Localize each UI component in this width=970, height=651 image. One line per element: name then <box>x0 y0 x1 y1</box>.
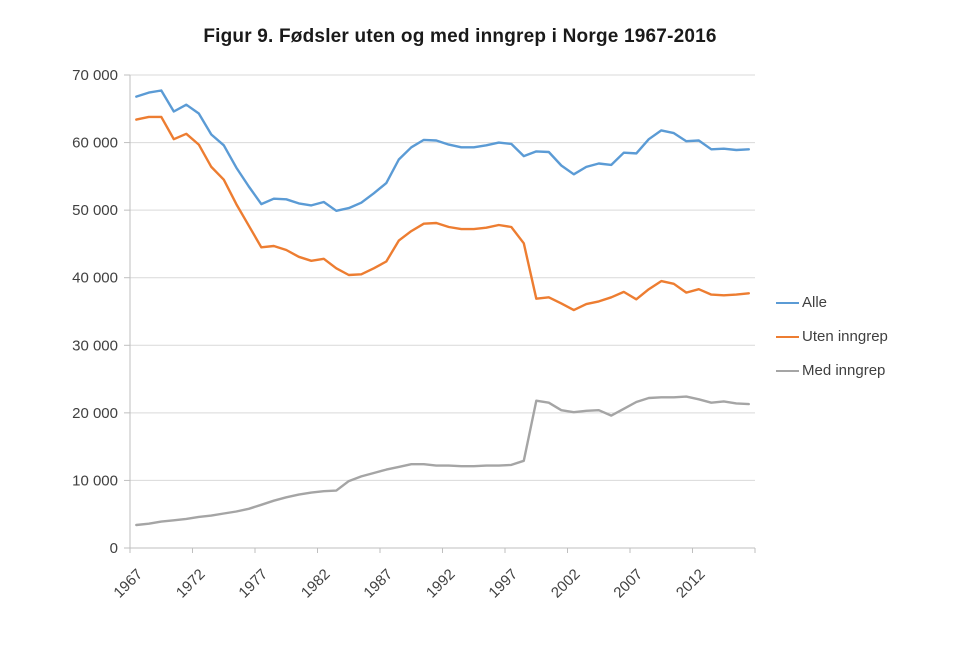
legend-line-swatch-uten-inngrep <box>776 335 799 338</box>
y-axis-tick-label: 0 <box>110 540 118 557</box>
y-axis-tick-label: 70 000 <box>72 67 118 84</box>
legend-line-swatch-med-inngrep <box>776 369 799 372</box>
x-axis-tick-label: 1972 <box>173 566 209 602</box>
series-line-alle <box>135 89 750 213</box>
y-axis-tick-label: 20 000 <box>72 405 118 422</box>
series-line-med-inngrep <box>135 395 750 527</box>
legend-label-alle: Alle <box>802 294 828 311</box>
series-line-uten-inngrep <box>135 115 750 312</box>
x-axis-tick-label: 1987 <box>360 566 396 602</box>
x-axis-tick-label: 1977 <box>235 566 271 602</box>
legend-item-med-inngrep: Med inngrep <box>776 360 888 381</box>
x-axis-tick-label: 1982 <box>298 566 334 602</box>
x-axis-tick-label: 2002 <box>548 566 584 602</box>
legend-item-uten-inngrep: Uten inngrep <box>776 326 888 347</box>
x-axis-tick-label: 1997 <box>485 566 521 602</box>
y-axis-tick-label: 40 000 <box>72 270 118 287</box>
legend-item-alle: Alle <box>776 292 888 313</box>
chart-title: Figur 9. Fødsler uten og med inngrep i N… <box>203 26 717 47</box>
legend-label-uten-inngrep: Uten inngrep <box>802 328 888 345</box>
y-axis-tick-label: 50 000 <box>72 202 118 219</box>
y-axis-tick-label: 10 000 <box>72 472 118 489</box>
x-axis-tick-label: 1992 <box>423 566 459 602</box>
x-axis-tick-label: 2012 <box>673 566 709 602</box>
x-axis-tick-label: 2007 <box>610 566 646 602</box>
x-axis-tick-label: 1967 <box>110 566 146 602</box>
y-axis-tick-label: 60 000 <box>72 135 118 152</box>
legend-line-swatch-alle <box>776 301 799 304</box>
y-axis-tick-label: 30 000 <box>72 337 118 354</box>
legend: Alle Uten inngrep Med inngrep <box>776 292 888 381</box>
legend-label-med-inngrep: Med inngrep <box>802 362 886 379</box>
